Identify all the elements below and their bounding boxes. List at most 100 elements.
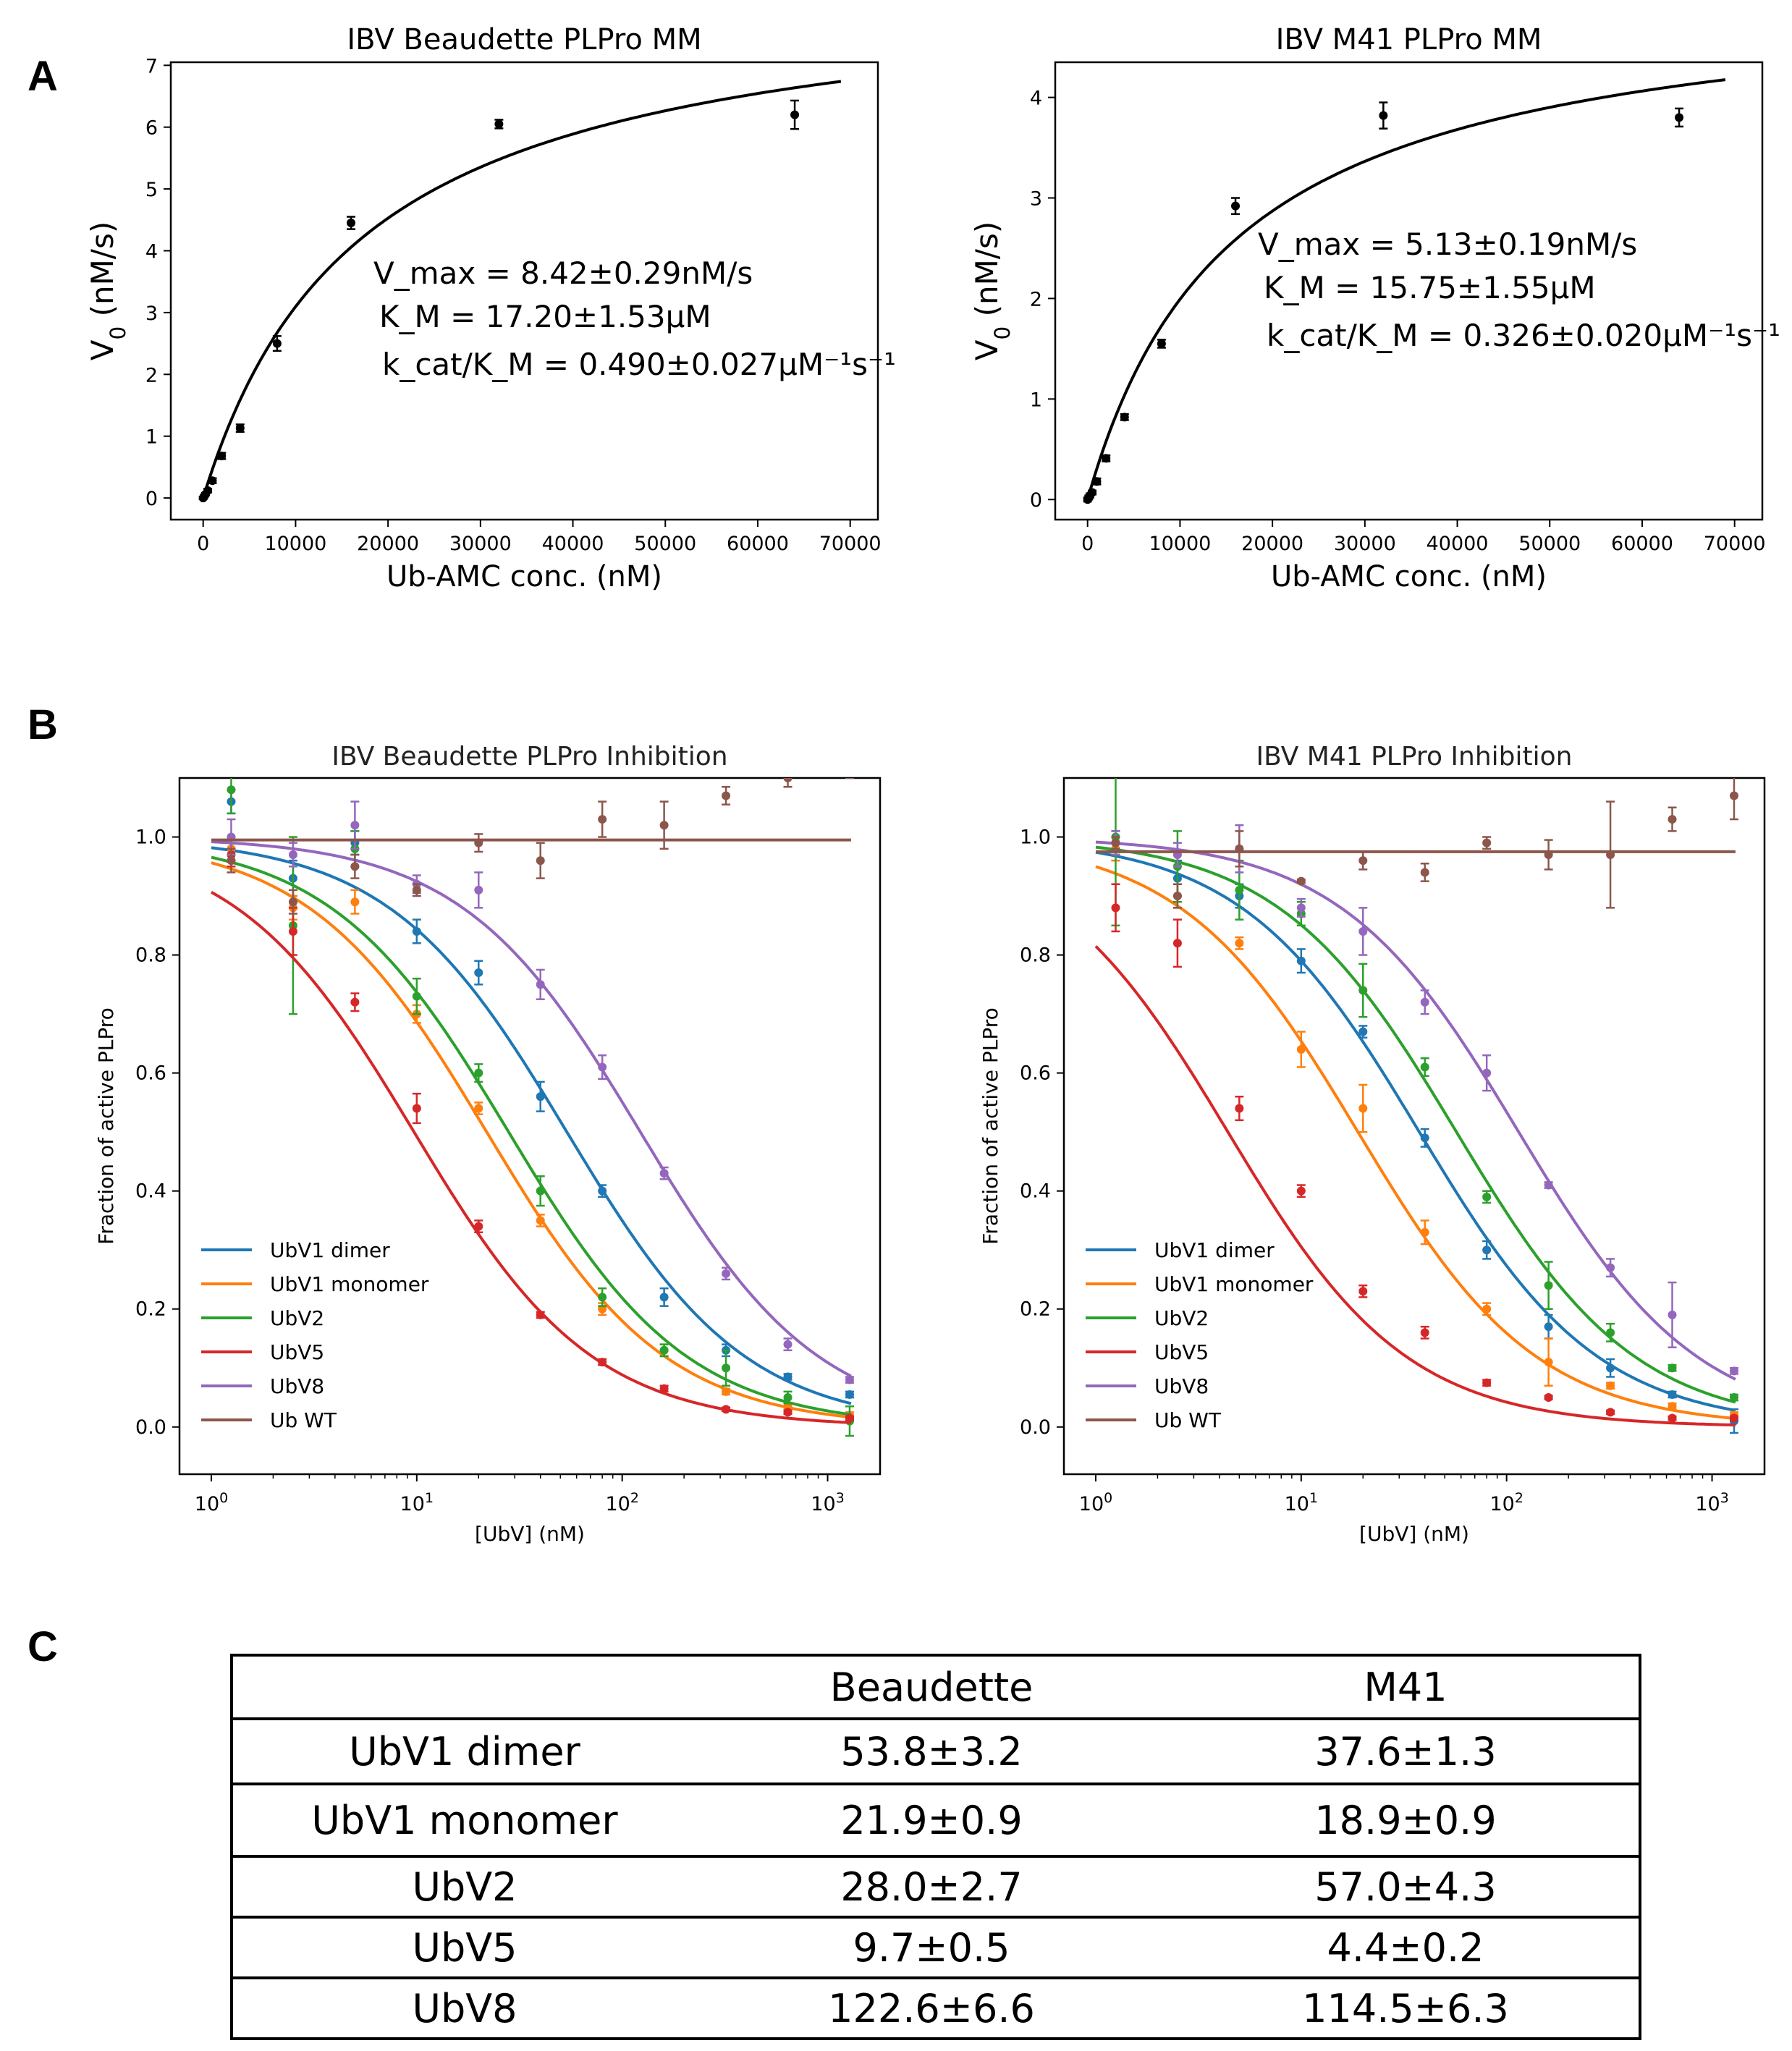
data-point bbox=[598, 1186, 607, 1196]
data-point bbox=[598, 1293, 607, 1302]
data-point bbox=[1420, 1133, 1429, 1143]
fit-curve-ubv8 bbox=[211, 840, 852, 1378]
x-axis-label: [UbV] (nM) bbox=[1359, 1522, 1469, 1546]
data-point bbox=[203, 486, 213, 495]
y-tick-label: 7 bbox=[145, 55, 158, 77]
cell-beaudette: 9.7±0.5 bbox=[853, 1924, 1010, 1971]
y-tick-label: 4 bbox=[1030, 88, 1042, 110]
data-point bbox=[412, 1104, 421, 1113]
y-tick-label: 0.6 bbox=[1020, 1062, 1051, 1085]
data-point bbox=[1102, 454, 1111, 463]
x-tick-label: 101 bbox=[400, 1490, 434, 1515]
row-label: UbV1 monomer bbox=[311, 1797, 618, 1843]
data-point bbox=[1358, 1027, 1368, 1036]
annotation-vmax: V_max = 8.42±0.29nM/s bbox=[373, 255, 753, 291]
legend-label: UbV1 dimer bbox=[270, 1238, 390, 1262]
y-tick-label: 0.2 bbox=[1020, 1298, 1051, 1321]
data-point bbox=[790, 110, 800, 119]
data-point bbox=[536, 856, 545, 866]
data-point bbox=[722, 1405, 731, 1414]
data-point bbox=[783, 1393, 793, 1403]
x-tick-label: 30000 bbox=[449, 533, 512, 555]
data-point bbox=[1482, 1378, 1492, 1387]
data-point bbox=[347, 219, 356, 228]
fit-curve-ubv1-monomer bbox=[211, 861, 852, 1419]
data-point bbox=[1296, 1045, 1306, 1054]
data-point bbox=[659, 1345, 669, 1355]
data-point bbox=[1606, 850, 1615, 859]
data-point bbox=[1420, 997, 1429, 1007]
data-point bbox=[412, 991, 421, 1001]
data-point bbox=[1235, 844, 1244, 853]
data-point bbox=[1358, 986, 1368, 995]
data-point bbox=[1088, 488, 1097, 497]
table-header-row: Beaudette M41 bbox=[233, 1657, 1639, 1720]
x-tick-label: 0 bbox=[197, 533, 209, 555]
legend-label: UbV1 monomer bbox=[270, 1272, 429, 1296]
data-point bbox=[598, 1062, 607, 1072]
panel-label-a: A bbox=[28, 53, 58, 100]
y-tick-label: 0.8 bbox=[1020, 944, 1051, 967]
y-tick-label: 3 bbox=[145, 303, 158, 325]
data-point bbox=[288, 926, 297, 936]
legend-label: Ub WT bbox=[1154, 1408, 1222, 1432]
cell-beaudette: 122.6±6.6 bbox=[828, 1985, 1035, 2031]
y-tick-label: 0.0 bbox=[135, 1416, 166, 1439]
legend-label: UbV1 dimer bbox=[1154, 1238, 1275, 1262]
data-point bbox=[227, 785, 236, 795]
x-tick-label: 0 bbox=[1081, 533, 1094, 555]
ic50-table-box: Beaudette M41 UbV1 dimer 53.8±3.2 37.6±1… bbox=[230, 1654, 1641, 2040]
table-row: UbV5 9.7±0.5 4.4±0.2 bbox=[233, 1919, 1639, 1979]
x-tick-label: 50000 bbox=[634, 533, 696, 555]
y-axis-label: Fraction of active PLPro bbox=[979, 1007, 1002, 1244]
x-axis-label: Ub-AMC conc. (nM) bbox=[1271, 560, 1547, 593]
data-point bbox=[350, 862, 360, 871]
data-point bbox=[1544, 1281, 1553, 1290]
legend-label: UbV5 bbox=[1154, 1340, 1209, 1364]
data-point bbox=[1111, 903, 1120, 913]
data-point bbox=[1544, 850, 1553, 859]
data-point bbox=[412, 885, 421, 895]
x-axis-label: Ub-AMC conc. (nM) bbox=[386, 560, 662, 593]
data-point bbox=[1729, 1393, 1738, 1403]
cell-m41: 57.0±4.3 bbox=[1314, 1864, 1497, 1910]
plot-frame bbox=[178, 777, 882, 1476]
data-point bbox=[208, 476, 217, 486]
y-tick-label: 6 bbox=[145, 117, 158, 140]
data-point bbox=[217, 452, 227, 461]
data-point bbox=[1668, 1310, 1677, 1319]
data-point bbox=[1235, 939, 1244, 948]
x-axis-label: [UbV] (nM) bbox=[475, 1522, 585, 1546]
y-tick-label: 1 bbox=[1030, 389, 1042, 411]
data-point bbox=[659, 1293, 669, 1302]
row-label: UbV8 bbox=[412, 1985, 517, 2031]
y-tick-label: 3 bbox=[1030, 188, 1042, 211]
data-point bbox=[1544, 1322, 1553, 1332]
data-point bbox=[1544, 1393, 1553, 1403]
data-point bbox=[1606, 1408, 1615, 1417]
data-point bbox=[1668, 815, 1677, 824]
data-point bbox=[659, 1169, 669, 1178]
chart-title: IBV M41 PLPro Inhibition bbox=[1256, 742, 1573, 771]
x-tick-label: 10000 bbox=[264, 533, 326, 555]
x-tick-label: 103 bbox=[1695, 1490, 1728, 1515]
chart-title: IBV Beaudette PLPro Inhibition bbox=[331, 742, 727, 771]
y-tick-label: 5 bbox=[145, 179, 158, 201]
data-point bbox=[722, 1387, 731, 1396]
y-tick-label: 0.0 bbox=[1020, 1416, 1051, 1439]
data-point bbox=[412, 926, 421, 936]
data-point bbox=[536, 1310, 545, 1319]
data-point bbox=[1606, 1363, 1615, 1373]
data-point bbox=[783, 1408, 793, 1417]
annotation-vmax: V_max = 5.13±0.19nM/s bbox=[1258, 227, 1637, 262]
fit-curve-ubv8 bbox=[1095, 840, 1736, 1381]
x-tick-label: 101 bbox=[1285, 1490, 1318, 1515]
data-point bbox=[1235, 885, 1244, 895]
legend-label: UbV8 bbox=[270, 1374, 324, 1398]
x-tick-label: 20000 bbox=[1241, 533, 1303, 555]
data-point bbox=[1482, 1192, 1492, 1201]
data-point bbox=[288, 897, 297, 907]
y-tick-label: 2 bbox=[145, 364, 158, 386]
data-point bbox=[474, 838, 483, 847]
fit-curve bbox=[201, 80, 842, 499]
